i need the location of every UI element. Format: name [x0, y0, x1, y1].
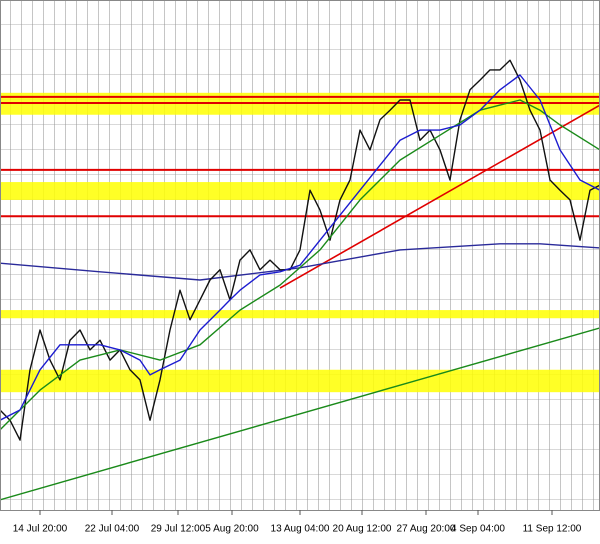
- x-tick-label: 11 Sep 12:00: [523, 524, 582, 535]
- series-line: [0, 327, 600, 501]
- series-line: [0, 99, 600, 431]
- x-axis: 14 Jul 20:00 22 Jul 04:00 29 Jul 12:00 5 Au…: [13, 510, 582, 535]
- x-tick-label: 14 Jul 20:00: [13, 524, 68, 535]
- series-line: [0, 74, 600, 421]
- x-tick-label: 13 Aug 04:00: [271, 524, 330, 535]
- x-tick-label: 20 Aug 12:00: [333, 524, 392, 535]
- lines: [0, 59, 600, 501]
- support-zone: [0, 182, 600, 200]
- plot-background: [0, 0, 600, 510]
- support-zone: [0, 369, 600, 393]
- x-tick-label: 29 Jul 12:00: [151, 524, 206, 535]
- x-tick-label: 4 Sep 04:00: [451, 524, 505, 535]
- trendline: [279, 104, 600, 289]
- plot-frame: [0, 0, 600, 511]
- x-tick-label: 22 Jul 04:00: [85, 524, 140, 535]
- x-tick-label: 27 Aug 20:00: [397, 524, 456, 535]
- support-zone: [0, 310, 600, 319]
- series-line: [0, 59, 600, 441]
- zones: [0, 92, 600, 393]
- x-tick-label: 5 Aug 20:00: [205, 524, 259, 535]
- series-line: [0, 243, 600, 281]
